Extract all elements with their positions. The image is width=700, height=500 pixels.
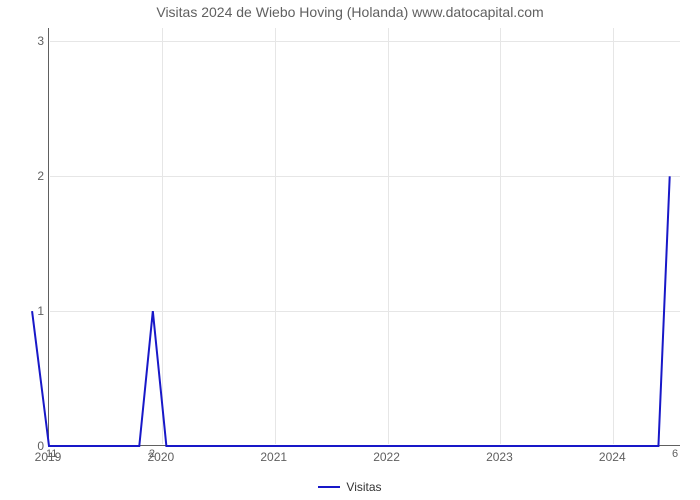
y-tick-label: 2 — [4, 169, 44, 183]
legend: Visitas — [0, 478, 700, 496]
series-layer — [49, 28, 681, 446]
x-tick-label: 2023 — [486, 450, 513, 464]
chart-title: Visitas 2024 de Wiebo Hoving (Holanda) w… — [0, 4, 700, 20]
x-tick-label: 2024 — [599, 450, 626, 464]
legend-swatch — [318, 486, 340, 488]
x-tick-label: 2021 — [260, 450, 287, 464]
series-line — [32, 176, 670, 446]
x-small-label-mid: 2 — [149, 448, 155, 460]
y-tick-label: 1 — [4, 304, 44, 318]
plot-area — [48, 28, 680, 446]
chart-container: Visitas 2024 de Wiebo Hoving (Holanda) w… — [0, 0, 700, 500]
x-small-label-left: 11 — [46, 448, 57, 460]
y-tick-label: 3 — [4, 34, 44, 48]
x-tick-label: 2022 — [373, 450, 400, 464]
y-tick-label: 0 — [4, 439, 44, 453]
x-small-label-right: 6 — [672, 448, 678, 460]
legend-label: Visitas — [346, 480, 381, 494]
